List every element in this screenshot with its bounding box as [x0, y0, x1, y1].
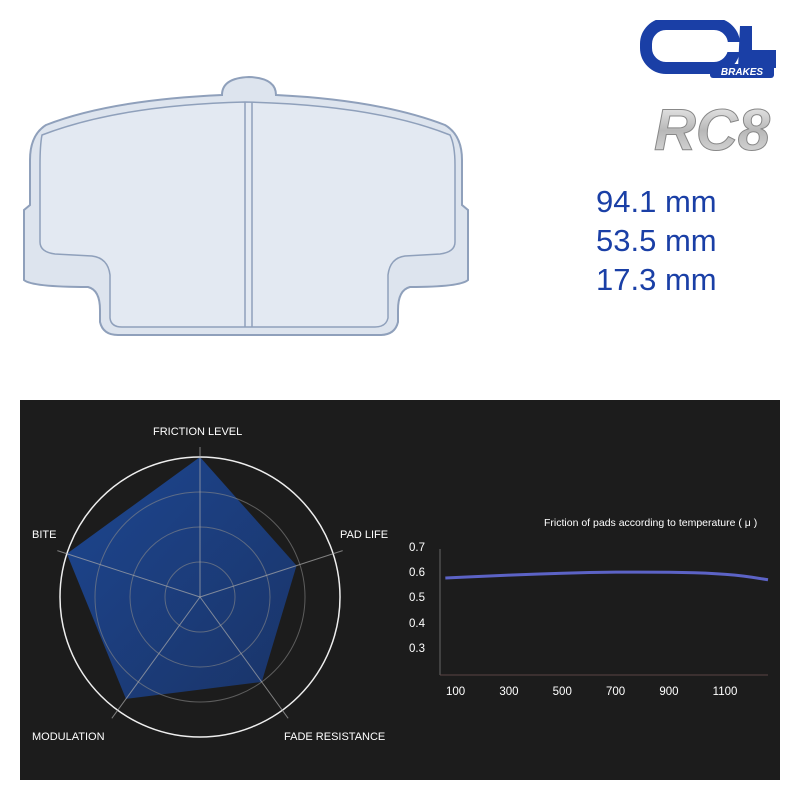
cl-brakes-logo: BRAKES RC8	[640, 20, 776, 160]
line-chart-title: Friction of pads according to temperatur…	[544, 517, 758, 529]
radar-label-bite: BITE	[32, 529, 57, 541]
dimension-length: 94.1 mm	[596, 184, 717, 219]
radar-label-pad-life: PAD LIFE	[340, 529, 389, 541]
dimension-height: 53.5 mm	[596, 223, 717, 258]
radar-axis	[111, 596, 201, 719]
x-tick-label: 1100	[712, 686, 738, 698]
radar-label-friction-level: FRICTION LEVEL	[153, 426, 243, 438]
radar-axis	[57, 550, 201, 598]
x-tick-label: 300	[499, 686, 519, 698]
svg-text:BRAKES: BRAKES	[721, 67, 764, 78]
radar-label-modulation: MODULATION	[32, 731, 105, 743]
dimension-thickness: 17.3 mm	[596, 262, 717, 297]
brake-pad-drawing	[23, 75, 469, 336]
x-tick-label: 700	[606, 686, 626, 698]
y-tick-label: 0.3	[409, 642, 425, 655]
x-tick-label: 500	[552, 686, 572, 698]
x-tick-label: 900	[659, 686, 679, 698]
x-tick-label: 100	[446, 686, 466, 698]
y-tick-label: 0.4	[409, 617, 425, 630]
radar-axis	[199, 596, 289, 719]
radar-area	[66, 457, 297, 699]
y-tick-label: 0.5	[409, 592, 425, 605]
friction-line	[445, 570, 769, 582]
radar-label-fade-resistance: FADE RESISTANCE	[284, 731, 386, 743]
radar-axis	[199, 550, 343, 598]
y-tick-label: 0.6	[409, 567, 425, 580]
y-tick-label: 0.7	[409, 542, 425, 554]
svg-text:RC8: RC8	[654, 98, 771, 160]
